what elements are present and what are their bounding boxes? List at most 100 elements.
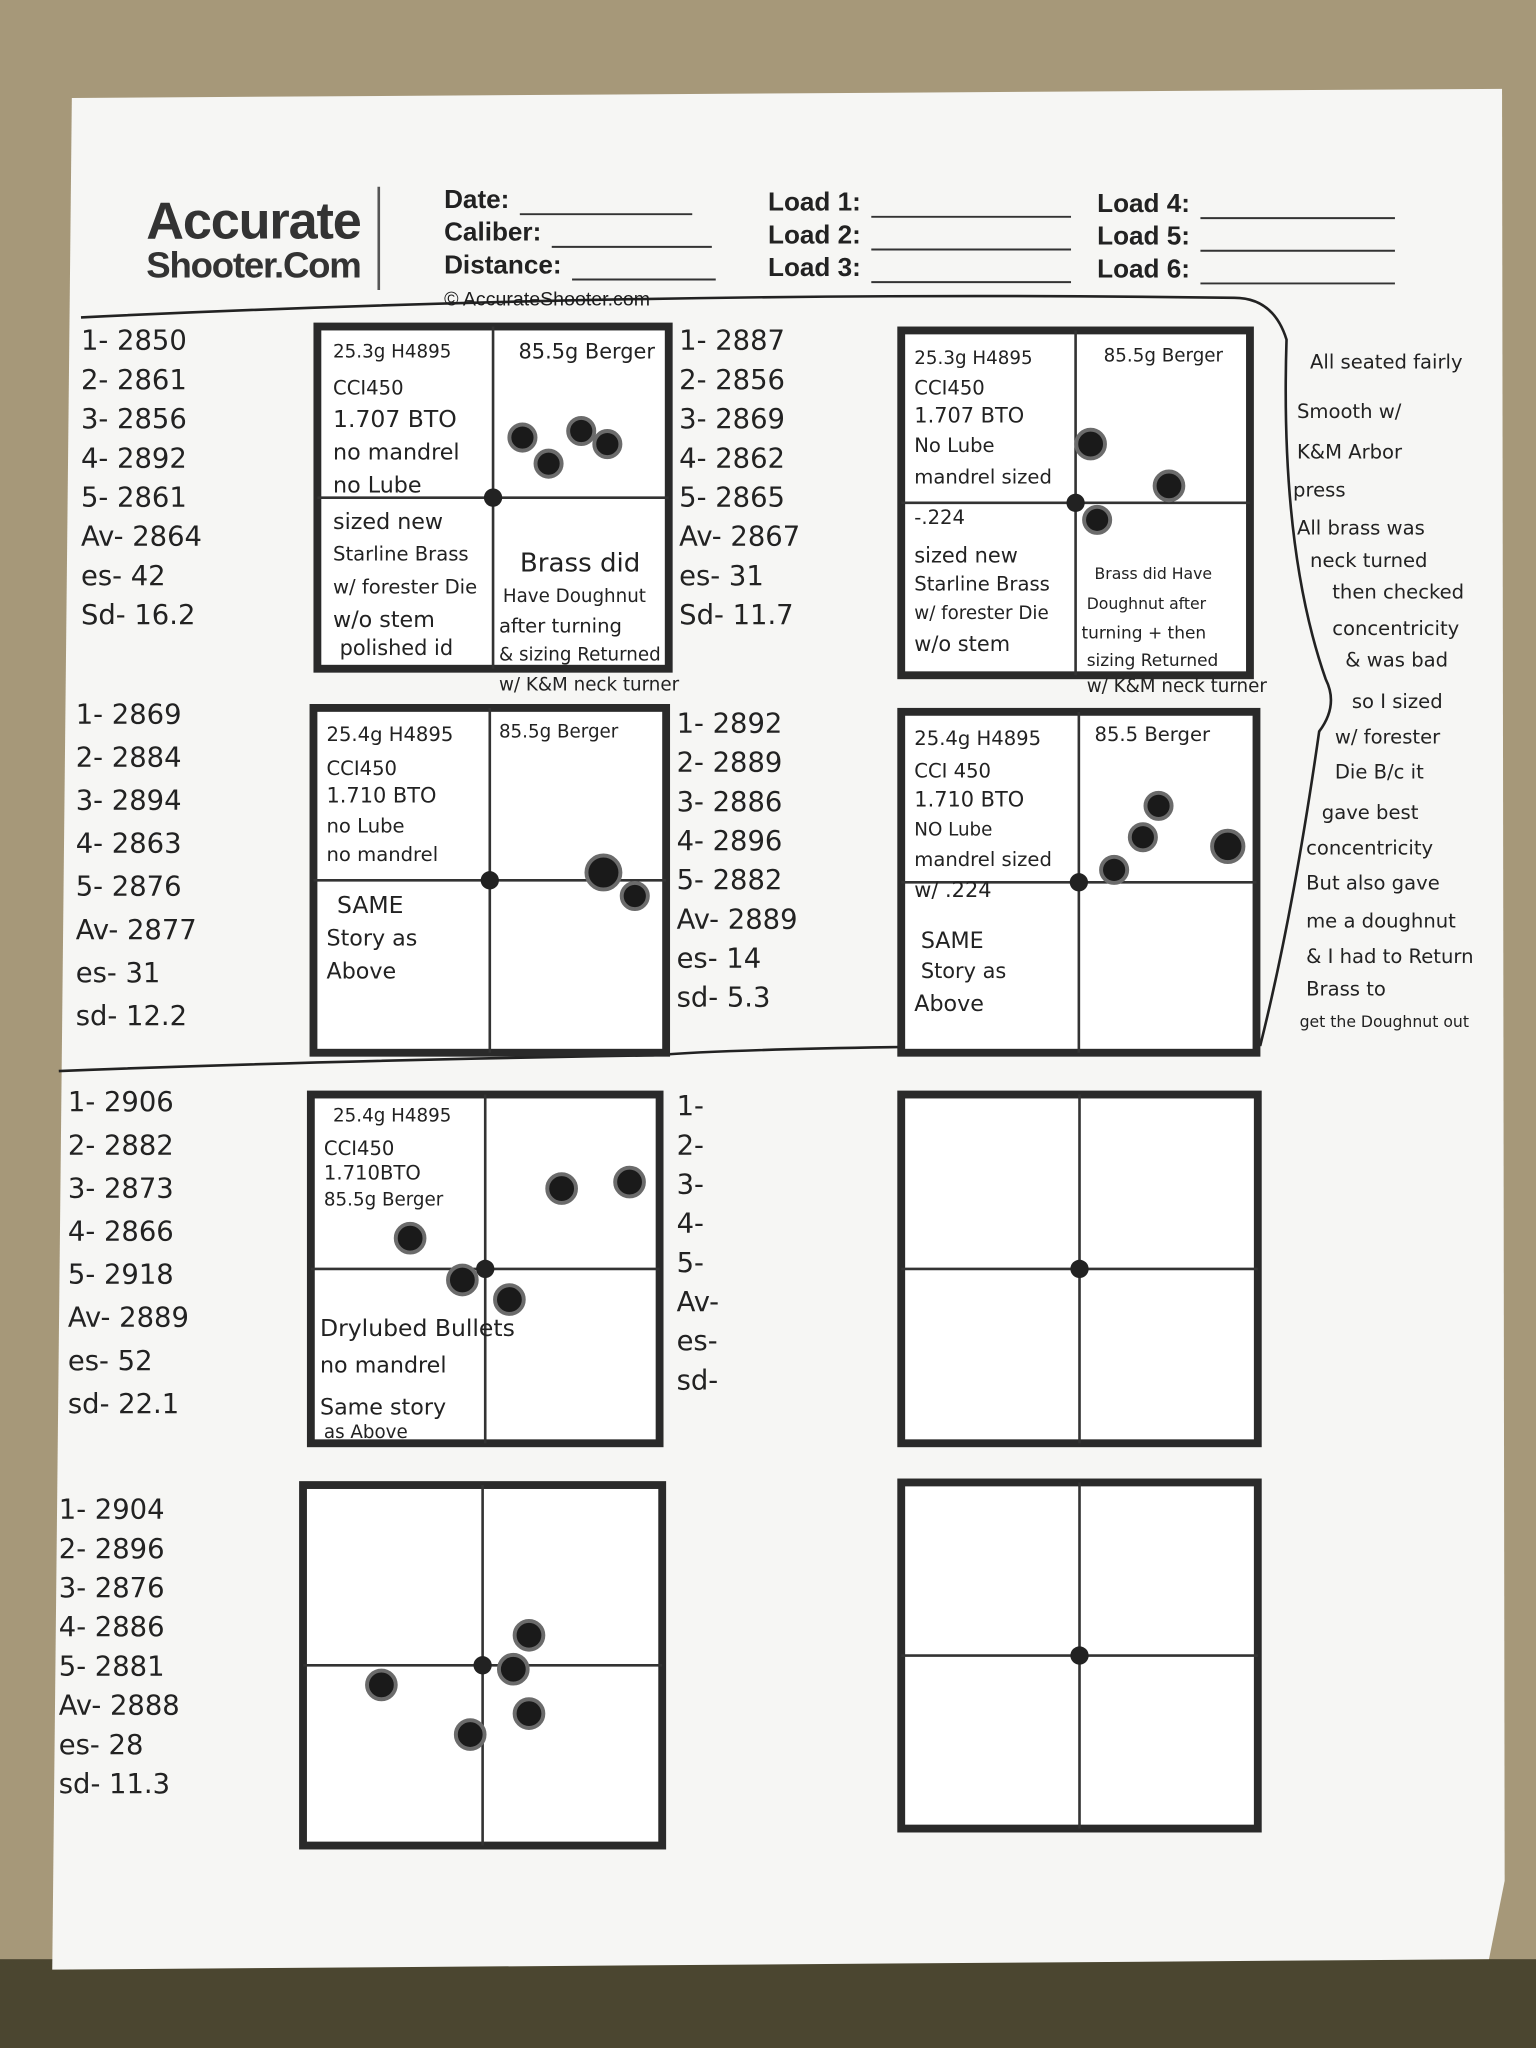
velocity-entry: Av- 2877 (76, 915, 197, 946)
target-note: w/ forester Die (914, 603, 1048, 624)
velocity-entry: sd- 22.1 (68, 1389, 179, 1420)
bullet-hole (507, 422, 538, 453)
velocity-entry: 1- (677, 1091, 704, 1122)
target-note: & sizing Returned (499, 645, 661, 666)
target-note: no mandrel (333, 440, 460, 466)
target-note: 1.707 BTO (914, 404, 1024, 428)
velocity-entry: 1- 2906 (68, 1087, 174, 1118)
velocity-entry: 3- 2876 (59, 1573, 165, 1604)
velocity-entry: 4- 2896 (677, 826, 783, 857)
target-note: Above (327, 958, 397, 984)
velocity-entry: 1- 2887 (679, 326, 785, 357)
target-note: CCI450 (333, 377, 403, 400)
target-note: CCI450 (324, 1137, 394, 1160)
side-note-line: neck turned (1310, 549, 1427, 572)
form-field-label: Caliber: (444, 217, 541, 247)
target-note: Above (914, 991, 984, 1017)
velocity-entry: 5- 2918 (68, 1260, 174, 1291)
target-note: w/o stem (914, 632, 1010, 656)
side-note-line: But also gave (1306, 872, 1440, 895)
target-note: Same story (320, 1395, 446, 1421)
side-note-line: K&M Arbor (1297, 441, 1403, 464)
form-field-label: Load 5: (1097, 221, 1190, 251)
side-note-line: All seated fairly (1310, 351, 1463, 374)
velocity-entry: 4- 2866 (68, 1216, 174, 1247)
side-note-line: Brass to (1306, 978, 1386, 1001)
velocity-entry: es- 28 (59, 1730, 144, 1761)
velocity-entry: es- (677, 1326, 718, 1357)
target-note: Starline Brass (333, 543, 469, 566)
side-note-line: concentricity (1306, 836, 1433, 859)
bullet-hole (1143, 790, 1174, 821)
velocity-entry: 4- 2892 (81, 443, 187, 474)
side-note-line: me a doughnut (1306, 910, 1456, 933)
target-note: 85.5g Berger (324, 1189, 444, 1210)
velocity-entry: 5- 2865 (679, 482, 785, 513)
velocity-entry: 3- 2856 (81, 404, 187, 435)
target-note: w/ forester Die (333, 575, 477, 598)
carpet (0, 1959, 1536, 2048)
target-note: w/o stem (333, 607, 435, 633)
velocity-entry: 5- 2881 (59, 1651, 165, 1682)
target-note: CCI450 (327, 757, 397, 780)
velocity-entry: 3- 2894 (76, 785, 182, 816)
bullet-hole (1082, 504, 1113, 535)
velocity-entry: Av- 2889 (68, 1303, 189, 1334)
target-note: mandrel sized (914, 848, 1052, 871)
target-note: sizing Returned (1087, 651, 1219, 671)
target-note: Brass did (520, 549, 641, 579)
target-note: mandrel sized (914, 466, 1052, 489)
velocity-entry: 5- 2876 (76, 872, 182, 903)
target-note: 1.707 BTO (333, 405, 457, 433)
bullet-hole (1152, 469, 1186, 503)
velocity-entry: es- 14 (677, 944, 762, 975)
target-note: CCI450 (914, 377, 984, 400)
velocity-entry: 2- 2896 (59, 1534, 165, 1565)
target-note: SAME (921, 928, 984, 954)
velocity-entry: 3- (677, 1169, 704, 1200)
bullet-hole (512, 1618, 546, 1652)
form-field-label: Date: (444, 184, 509, 214)
side-note-line: Die B/c it (1335, 761, 1424, 784)
target-note: Story as (327, 926, 418, 952)
target-note: NO Lube (914, 820, 992, 841)
side-note-line: press (1293, 479, 1346, 502)
target-note: 1.710 BTO (327, 784, 437, 808)
bullet-hole (496, 1652, 530, 1686)
bullet-hole (446, 1263, 479, 1297)
bullet-hole (1074, 427, 1107, 461)
target-note: polished id (340, 636, 454, 660)
bullet-holes (365, 415, 1246, 1751)
velocity-entry: Av- 2867 (679, 522, 800, 553)
aim-dot (1070, 1259, 1089, 1279)
target-note: Doughnut after (1087, 594, 1207, 613)
target-note: as Above (324, 1422, 408, 1443)
velocity-entry: 2- 2861 (81, 365, 187, 396)
target-note: Have Doughnut (503, 586, 646, 607)
target-note: CCI 450 (914, 759, 991, 782)
side-note-line: & was bad (1345, 648, 1448, 671)
aim-dot (1070, 1646, 1089, 1665)
velocity-entry: 2- 2856 (679, 365, 785, 396)
velocity-entry: 2- 2889 (677, 748, 783, 779)
texts: AccurateShooter.Com Date:Caliber:Distance… (59, 184, 1474, 1800)
target-note: no mandrel (320, 1353, 447, 1379)
form-field-label: Load 3: (768, 252, 861, 282)
target-note: 85.5g Berger (519, 340, 656, 364)
velocity-entry: 3- 2886 (677, 787, 783, 818)
target-note: w/ .224 (914, 878, 991, 902)
target-note: 25.4g H4895 (914, 727, 1041, 750)
target-note: SAME (337, 891, 404, 919)
target-note: 85.5 Berger (1095, 723, 1211, 746)
target-note: w/ K&M neck turner (499, 675, 680, 696)
side-note-line: so I sized (1352, 690, 1443, 713)
target-note: Brass did Have (1095, 564, 1213, 583)
velocity-entry: Sd- 16.2 (81, 600, 195, 631)
bullet-hole (584, 853, 623, 892)
aim-dot (476, 1259, 495, 1279)
target-note: after turning (499, 614, 622, 637)
target-note: sized new (333, 509, 443, 535)
velocity-entry: 5- (677, 1248, 704, 1279)
